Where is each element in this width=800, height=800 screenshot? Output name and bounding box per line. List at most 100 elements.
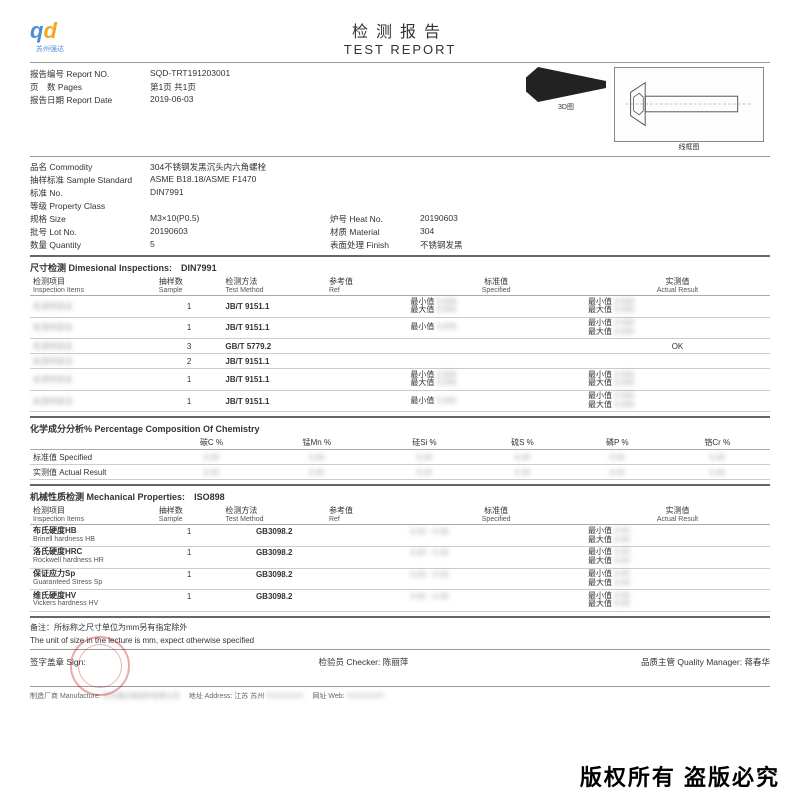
val-no: DIN7991	[150, 187, 520, 199]
title-cn: 检测报告	[70, 18, 730, 42]
chem-actual-label: 实测值 Actual Result	[30, 465, 163, 480]
label-lot: 批号 Lot No.	[30, 226, 150, 238]
table-row: 布氏硬度HBBrinell hardness HB1GB3098.20.00 -…	[30, 525, 770, 547]
label-report-no: 报告编号 Report NO.	[30, 68, 150, 80]
label-commodity: 品名 Commodity	[30, 161, 150, 173]
image-block: 3D图 线框图	[520, 67, 770, 152]
rule-bold	[30, 484, 770, 486]
rule	[30, 62, 770, 63]
meta-block: 报告编号 Report NO.SQD-TRT191203001 页 数 Page…	[30, 67, 520, 152]
dim-h-item: 检测项目Inspection Items	[30, 274, 156, 296]
chem-col: 硫S %	[475, 435, 570, 450]
table-row: 检测项目名1JB/T 9151.1最小值 0.000最小值 0.000最大值 0…	[30, 390, 770, 412]
wireframe-diagram	[614, 67, 764, 142]
val-pages: 第1页 共1页	[150, 81, 520, 93]
val-size: M3×10(P0.5)	[150, 213, 330, 225]
chem-col: 硅Si %	[374, 435, 475, 450]
table-row: 检测项目名1JB/T 9151.1最小值 0.000最大值 0.000最小值 0…	[30, 296, 770, 318]
label-size: 规格 Size	[30, 213, 150, 225]
label-pages: 页 数 Pages	[30, 81, 150, 93]
label-no: 标准 No.	[30, 187, 150, 199]
dim-h-sample: 抽样数Sample	[156, 274, 223, 296]
table-row: 洛氏硬度HRCRockwell hardness HR1GB3098.20.00…	[30, 546, 770, 568]
label-heat: 炉号 Heat No.	[330, 213, 420, 225]
val-mat: 304	[420, 226, 520, 238]
logo-letter-q: q	[30, 18, 43, 43]
rule	[30, 686, 770, 687]
header: qd 苏州强达 检测报告 TEST REPORT	[30, 18, 770, 58]
caption-3d: 3D图	[526, 102, 606, 112]
chem-table: 碳C %锰Mn %硅Si %硫S %磷P %铬Cr % 标准值 Specifie…	[30, 435, 770, 480]
rule	[30, 156, 770, 157]
mech-h-spec: 标准值Specified	[407, 503, 585, 525]
screw-3d-wrap: 3D图	[526, 67, 606, 112]
mech-h-ref: 参考值Ref	[326, 503, 407, 525]
table-row: 维氏硬度HVVickers hardness HV1GB3098.20.00 -…	[30, 590, 770, 612]
dim-table: 检测项目Inspection Items 抽样数Sample 检测方法Test …	[30, 274, 770, 412]
table-row: 检测项目名1JB/T 9151.1最小值 0.000最大值 0.000最小值 0…	[30, 369, 770, 391]
rule-bold	[30, 416, 770, 418]
chem-col: 磷P %	[570, 435, 665, 450]
val-finish: 不锈钢发黑	[420, 239, 520, 251]
caption-wire: 线框图	[614, 142, 764, 152]
qm-block: 品质主管 Quality Manager: 蒋春华	[641, 656, 770, 668]
copyright-notice: 版权所有 盗版必究	[580, 760, 780, 792]
val-qty: 5	[150, 239, 330, 251]
table-row: 保证应力SpGuaranteed Stress Sp1GB3098.20.00 …	[30, 568, 770, 590]
table-row: 检测项目名2JB/T 9151.1	[30, 354, 770, 369]
val-commodity: 304不锈钢发黑沉头内六角螺栓	[150, 161, 520, 173]
checker-block: 检验员 Checker: 陈丽萍	[319, 656, 409, 668]
logo-letter-d: d	[43, 18, 56, 43]
label-qty: 数量 Quantity	[30, 239, 150, 251]
val-class	[150, 200, 520, 212]
mech-h-method: 检测方法Test Method	[222, 503, 326, 525]
table-row: 检测项目名3GB/T 5779.2OK	[30, 339, 770, 354]
dim-h-ref: 参考值Ref	[326, 274, 407, 296]
commodity-grid: 品名 Commodity304不锈钢发黑沉头内六角螺栓 抽样标准 Sample …	[30, 161, 770, 251]
chem-spec-label: 标准值 Specified	[30, 450, 163, 465]
mech-h-item: 检测项目Inspection Items	[30, 503, 156, 525]
chem-col: 碳C %	[163, 435, 260, 450]
label-std: 抽样标准 Sample Standard	[30, 174, 150, 186]
stamp-icon	[70, 636, 130, 696]
dim-title: 尺寸检测 Dimesional Inspections: DIN7991	[30, 261, 770, 274]
rule-bold	[30, 616, 770, 618]
dim-h-spec: 标准值Specified	[407, 274, 585, 296]
mech-h-res: 实测值Actual Result	[585, 503, 770, 525]
label-date: 报告日期 Report Date	[30, 94, 150, 106]
screw-3d-icon	[526, 67, 606, 102]
dim-h-res: 实测值Actual Result	[585, 274, 770, 296]
note-cn: 备注：所标称之尺寸单位为mm另有指定除外	[30, 622, 770, 633]
mech-h-sample: 抽样数Sample	[156, 503, 223, 525]
dim-title-text: 尺寸检测 Dimesional Inspections:	[30, 263, 172, 273]
sign-row: 签字盖章 Sign: 检验员 Checker: 陈丽萍 品质主管 Quality…	[30, 656, 770, 668]
logo: qd 苏州强达	[30, 18, 70, 58]
dim-h-method: 检测方法Test Method	[222, 274, 326, 296]
report-page: qd 苏州强达 检测报告 TEST REPORT 报告编号 Report NO.…	[0, 0, 800, 701]
label-mat: 材质 Material	[330, 226, 420, 238]
mech-title-text: 机械性质检测 Mechanical Properties:	[30, 492, 185, 502]
title-en: TEST REPORT	[70, 42, 730, 57]
label-class: 等级 Property Class	[30, 200, 150, 212]
chem-col: 锰Mn %	[260, 435, 374, 450]
title-block: 检测报告 TEST REPORT	[70, 18, 730, 57]
logo-company: 苏州强达	[30, 44, 70, 54]
maker-row: 制造厂商 Manufacture: 苏州强达紧固件有限公司 地址 Address…	[30, 691, 770, 701]
chem-title: 化学成分分析% Percentage Composition Of Chemis…	[30, 422, 770, 435]
label-finish: 表面处理 Finish	[330, 239, 420, 251]
rule-bold	[30, 255, 770, 257]
mech-spec: ISO898	[194, 492, 225, 502]
note-en: The unit of size in the lecture is mm, e…	[30, 636, 770, 645]
rule	[30, 649, 770, 650]
val-date: 2019-06-03	[150, 94, 520, 106]
chem-col: 铬Cr %	[665, 435, 770, 450]
table-row: 检测项目名1JB/T 9151.1最小值 0.000最小值 0.000最大值 0…	[30, 317, 770, 339]
screw-wire-wrap: 线框图	[614, 67, 764, 152]
mech-title: 机械性质检测 Mechanical Properties: ISO898	[30, 490, 770, 503]
dim-spec: DIN7991	[181, 263, 217, 273]
top-section: 报告编号 Report NO.SQD-TRT191203001 页 数 Page…	[30, 67, 770, 152]
mech-table: 检测项目Inspection Items 抽样数Sample 检测方法Test …	[30, 503, 770, 611]
val-std: ASME B18.18/ASME F1470	[150, 174, 520, 186]
val-lot: 20190603	[150, 226, 330, 238]
val-heat: 20190603	[420, 213, 520, 225]
